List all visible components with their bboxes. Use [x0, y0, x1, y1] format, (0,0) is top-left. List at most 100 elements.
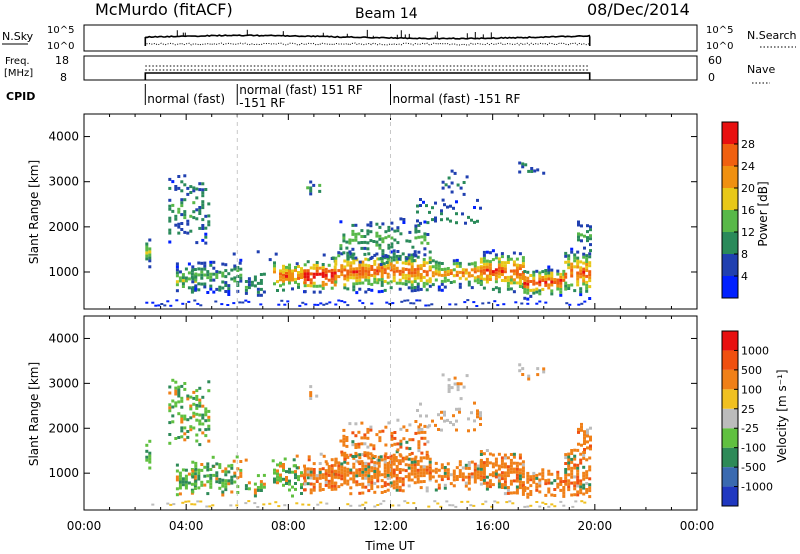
- echo-cell: [446, 205, 449, 209]
- echo-cell: [273, 264, 276, 268]
- echo-cell: [346, 260, 350, 264]
- echo-cell: [500, 264, 504, 268]
- echo-cell: [174, 214, 178, 218]
- echo-cell: [384, 452, 388, 456]
- echo-cell: [443, 466, 447, 469]
- echo-cell: [407, 268, 411, 272]
- echo-cell: [503, 477, 507, 481]
- echo-cell: [503, 279, 507, 283]
- echo-cell: [327, 485, 331, 489]
- echo-cell: [346, 269, 350, 273]
- echo-cell: [349, 492, 353, 496]
- velocity-ylabel: Slant Range [km]: [27, 362, 41, 466]
- echo-cell: [440, 268, 444, 271]
- echo-cell: [370, 268, 374, 271]
- echo-cell: [297, 265, 300, 268]
- echo-cell: [186, 192, 190, 196]
- echo-cell: [183, 230, 187, 234]
- echo-cell: [428, 210, 431, 214]
- echo-cell: [390, 221, 394, 225]
- echo-cell: [309, 476, 313, 480]
- echo-cell: [178, 480, 182, 484]
- echo-cell: [398, 479, 402, 483]
- echo-cell: [175, 271, 179, 275]
- echo-cell: [343, 274, 347, 278]
- ground-cell: [361, 302, 365, 305]
- echo-cell: [306, 476, 310, 480]
- echo-cell: [364, 257, 368, 261]
- echo-cell: [209, 272, 213, 276]
- echo-cell: [218, 486, 222, 490]
- freq-unit: [MHz]: [4, 68, 33, 79]
- echo-cell: [370, 484, 374, 487]
- echo-cell: [413, 475, 417, 479]
- echo-cell: [333, 283, 337, 287]
- echo-cell: [186, 222, 190, 226]
- echo-cell: [180, 213, 184, 217]
- echo-cell: [318, 272, 322, 276]
- ground-cell: [274, 501, 278, 504]
- echo-cell: [407, 472, 411, 476]
- echo-cell: [506, 491, 510, 495]
- echo-cell: [398, 272, 402, 276]
- echo-cell: [177, 231, 181, 235]
- echo-cell: [585, 283, 589, 287]
- echo-cell: [523, 296, 527, 300]
- echo-cell: [381, 255, 385, 259]
- echo-cell: [476, 266, 480, 270]
- echo-cell: [449, 421, 452, 424]
- echo-cell: [346, 251, 350, 255]
- echo-cell: [570, 457, 574, 461]
- echo-cell: [262, 290, 266, 294]
- echo-cell: [392, 486, 396, 490]
- echo-cell: [373, 455, 377, 458]
- echo-cell: [559, 480, 563, 484]
- echo-cell: [550, 481, 554, 485]
- echo-cell: [343, 472, 347, 476]
- echo-cell: [256, 293, 260, 297]
- echo-cell: [583, 436, 586, 440]
- ground-cell: [448, 303, 452, 306]
- echo-cell: [553, 488, 557, 491]
- echo-cell: [207, 380, 211, 384]
- echo-cell: [250, 280, 254, 284]
- echo-cell: [518, 456, 522, 460]
- echo-cell: [386, 468, 390, 471]
- ground-cell: [580, 302, 584, 305]
- echo-cell: [443, 471, 447, 475]
- echo-cell: [282, 483, 285, 487]
- echo-cell: [422, 471, 426, 475]
- echo-cell: [576, 265, 580, 269]
- echo-cell: [556, 473, 560, 477]
- echo-cell: [494, 280, 498, 284]
- echo-cell: [506, 255, 510, 259]
- echo-cell: [559, 281, 563, 285]
- echo-cell: [399, 442, 403, 446]
- echo-cell: [497, 263, 501, 267]
- echo-cell: [201, 413, 205, 417]
- echo-cell: [380, 260, 384, 264]
- echo-cell: [175, 463, 179, 467]
- echo-cell: [422, 264, 426, 267]
- echo-cell: [538, 280, 542, 284]
- echo-cell: [364, 272, 368, 276]
- echo-cell: [351, 443, 355, 447]
- echo-cell: [175, 289, 179, 293]
- echo-cell: [285, 271, 288, 275]
- echo-cell: [195, 208, 199, 212]
- echo-cell: [339, 244, 343, 248]
- echo-cell: [417, 223, 421, 227]
- echo-cell: [449, 204, 452, 208]
- echo-cell: [354, 451, 358, 455]
- echo-cell: [413, 481, 417, 485]
- echo-cell: [479, 417, 482, 421]
- echo-cell: [541, 287, 545, 291]
- echo-cell: [221, 490, 225, 494]
- ground-cell: [166, 502, 170, 505]
- echo-cell: [363, 433, 367, 437]
- echo-cell: [306, 269, 310, 273]
- echo-cell: [201, 182, 205, 186]
- echo-cell: [363, 246, 367, 250]
